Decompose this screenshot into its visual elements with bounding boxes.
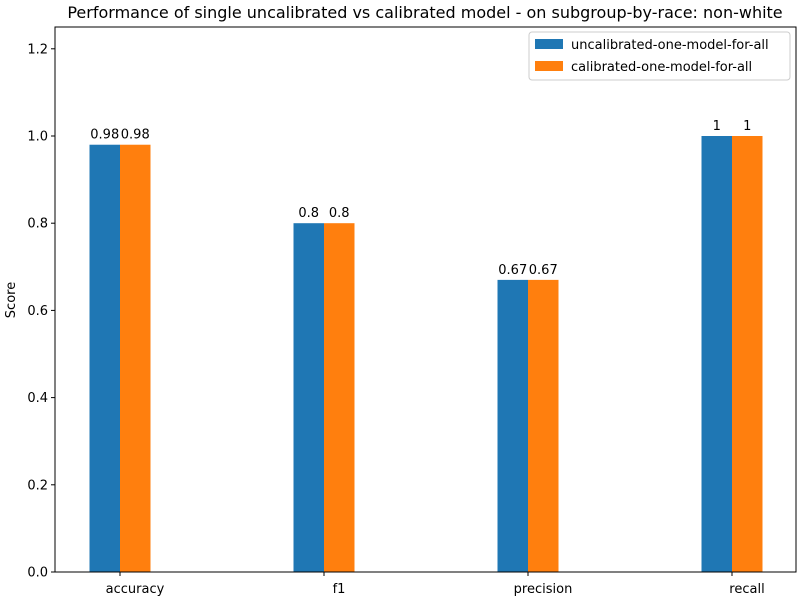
y-tick-label: 1.0: [27, 130, 48, 145]
y-axis-label: Score: [4, 282, 19, 318]
bar-precision-calibrated: [528, 279, 559, 572]
x-tick-label: precision: [514, 582, 573, 597]
bar-value-label: 1: [713, 119, 721, 134]
y-tick-label: 1.2: [27, 42, 48, 57]
x-tick-label: f1: [333, 582, 346, 597]
y-tick-label: 0.6: [27, 304, 48, 319]
bar-accuracy-calibrated: [120, 144, 151, 572]
legend: uncalibrated-one-model-for-all calibrated…: [528, 31, 791, 81]
x-tick-label: accuracy: [106, 582, 165, 597]
x-tick-label: recall: [729, 582, 764, 597]
bar-value-label: 0.67: [529, 263, 558, 278]
bar-value-label: 0.98: [90, 128, 119, 143]
chart-title: Performance of single uncalibrated vs ca…: [67, 3, 782, 22]
bar-f1-calibrated: [324, 223, 355, 572]
y-tick-label: 0.4: [27, 391, 48, 406]
plot-frame: [54, 26, 797, 573]
bar-value-label: 1: [743, 119, 751, 134]
legend-label: calibrated-one-model-for-all: [571, 60, 752, 75]
bar-f1-uncalibrated: [293, 223, 324, 572]
plot-area: 0.98 0.98 0.8 0.8 0.67 0.67 1 1 0.0 0.2 0.4 0.6 0.8 1…: [27, 26, 797, 597]
bar-precision-uncalibrated: [497, 279, 528, 572]
y-tick-label: 0.8: [27, 217, 48, 232]
y-tick-label: 0.2: [27, 478, 48, 493]
legend-swatch: [535, 39, 563, 49]
bar-value-label: 0.8: [298, 206, 319, 221]
legend-box: [528, 31, 791, 81]
y-tick-label: 0.0: [27, 566, 48, 581]
bar-value-label: 0.8: [329, 206, 350, 221]
bar-recall-calibrated: [732, 136, 763, 572]
bar-accuracy-uncalibrated: [89, 144, 120, 572]
legend-swatch: [535, 61, 563, 71]
bar-recall-uncalibrated: [701, 136, 732, 572]
bar-value-label: 0.98: [121, 128, 150, 143]
bar-value-label: 0.67: [498, 263, 527, 278]
legend-label: uncalibrated-one-model-for-all: [571, 38, 769, 53]
